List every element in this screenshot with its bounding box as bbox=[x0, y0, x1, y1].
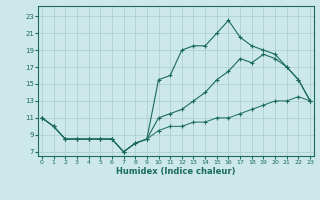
X-axis label: Humidex (Indice chaleur): Humidex (Indice chaleur) bbox=[116, 167, 236, 176]
